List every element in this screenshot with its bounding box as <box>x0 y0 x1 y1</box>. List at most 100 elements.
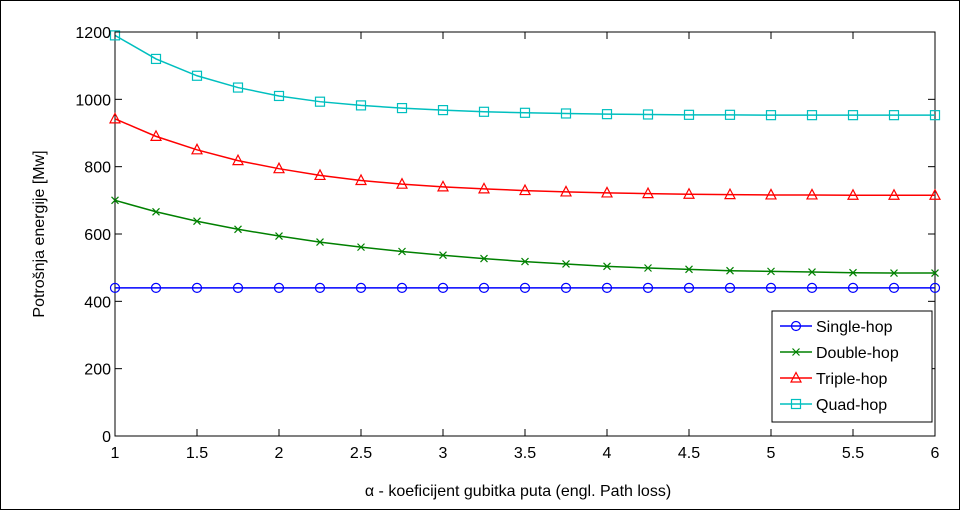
series-double-hop <box>111 196 939 277</box>
data-point <box>396 282 408 293</box>
y-tick-label: 1200 <box>75 25 111 42</box>
data-point <box>273 161 285 174</box>
data-point <box>439 251 447 260</box>
legend-marker <box>790 371 802 383</box>
data-point <box>396 102 408 114</box>
data-point <box>847 188 859 200</box>
legend-entry: Single-hop <box>780 319 893 336</box>
data-point <box>562 260 570 268</box>
data-point <box>808 268 816 276</box>
legend-label: Quad-hop <box>816 397 887 414</box>
data-point <box>724 282 736 293</box>
series-triple-hop <box>109 112 941 200</box>
data-point <box>724 187 736 200</box>
data-point <box>273 90 285 102</box>
legend: Single-hop Double-hop Triple-hop Quad-hop <box>771 310 933 423</box>
data-point <box>847 282 859 293</box>
data-point <box>275 232 283 240</box>
data-point <box>683 187 695 199</box>
data-point <box>560 282 572 293</box>
data-point <box>888 188 900 200</box>
series-layer <box>109 30 941 293</box>
data-point <box>806 282 818 293</box>
x-axis-ticks: 1 1.5 2 2.5 3 3.5 4 4.5 5 5.5 6 <box>111 32 940 462</box>
data-point <box>726 266 734 275</box>
data-point <box>234 225 242 234</box>
x-tick-label: 3.5 <box>514 445 536 462</box>
data-point <box>314 282 326 293</box>
legend-entry: Triple-hop <box>780 371 888 388</box>
data-point <box>683 282 695 293</box>
data-point <box>232 282 244 293</box>
x-tick-label: 1.5 <box>186 445 208 462</box>
legend-label: Double-hop <box>816 345 899 362</box>
data-point <box>642 186 654 199</box>
data-point <box>191 143 203 155</box>
legend-label: Triple-hop <box>816 371 888 388</box>
data-point <box>806 110 818 121</box>
y-axis-title: Potrošnja energije [Mw] <box>31 150 48 317</box>
data-point <box>109 282 121 293</box>
data-point <box>683 109 695 120</box>
data-point <box>685 265 693 274</box>
data-point <box>929 188 941 200</box>
x-tick-label: 2 <box>275 445 284 462</box>
legend-marker <box>792 348 800 356</box>
legend-entry: Quad-hop <box>780 397 887 414</box>
x-tick-label: 4.5 <box>678 445 700 462</box>
data-point <box>642 109 654 120</box>
x-tick-label: 5 <box>767 445 776 462</box>
data-point <box>931 269 939 277</box>
y-tick-label: 800 <box>84 160 111 177</box>
data-point <box>355 282 367 293</box>
data-point <box>765 110 777 121</box>
data-point <box>601 282 613 293</box>
data-point <box>519 107 531 118</box>
data-point <box>355 173 367 186</box>
data-point <box>150 129 162 141</box>
data-point <box>478 282 490 293</box>
data-point <box>765 282 777 293</box>
data-point <box>398 247 406 256</box>
data-point <box>150 53 162 65</box>
y-tick-label: 1000 <box>75 92 111 109</box>
series-line <box>114 118 935 197</box>
data-point <box>806 188 818 200</box>
data-point <box>644 264 652 272</box>
x-tick-label: 2.5 <box>350 445 372 462</box>
data-point <box>849 268 857 277</box>
data-point <box>478 182 490 194</box>
data-point <box>560 185 572 197</box>
data-point <box>480 254 488 263</box>
data-point <box>521 257 529 266</box>
data-point <box>929 110 941 121</box>
data-point <box>232 153 244 166</box>
data-point <box>847 110 859 121</box>
data-point <box>765 188 777 200</box>
data-point <box>642 282 654 293</box>
y-tick-label: 600 <box>84 227 111 244</box>
data-point <box>601 109 613 120</box>
x-axis-title: α - koeficijent gubitka puta (engl. Path… <box>365 483 671 500</box>
data-point <box>478 106 490 117</box>
data-point <box>890 269 898 277</box>
data-point <box>232 82 244 93</box>
legend-entry: Double-hop <box>780 345 899 362</box>
x-tick-label: 4 <box>603 445 612 462</box>
data-point <box>191 282 203 293</box>
data-point <box>888 110 900 121</box>
data-point <box>560 108 572 119</box>
data-point <box>109 30 121 41</box>
data-point <box>109 112 121 124</box>
data-point <box>437 282 449 293</box>
data-point <box>519 282 531 293</box>
x-tick-label: 6 <box>931 445 940 462</box>
data-point <box>357 243 365 252</box>
data-point <box>519 183 531 196</box>
y-axis-ticks: 0 200 400 600 800 1000 1200 <box>75 25 935 446</box>
data-point <box>314 168 326 181</box>
y-tick-label: 200 <box>84 362 111 379</box>
data-point <box>767 267 775 276</box>
data-point <box>603 262 611 271</box>
data-point <box>191 70 203 81</box>
